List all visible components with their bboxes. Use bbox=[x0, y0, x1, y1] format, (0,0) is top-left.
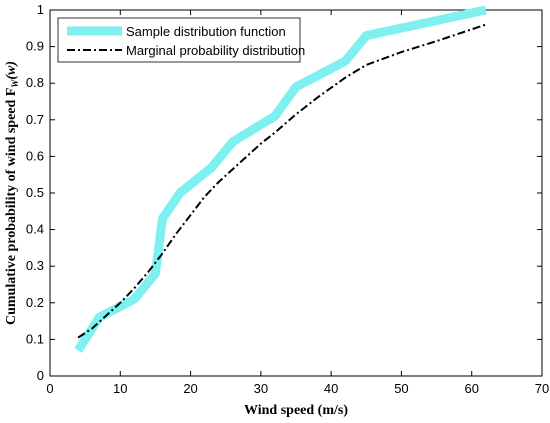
series-marginal-distribution-line bbox=[77, 23, 487, 339]
x-tick-label: 30 bbox=[254, 381, 268, 396]
y-tick-label: 0.8 bbox=[26, 75, 44, 90]
y-axis-title: Cumulative probability of wind speed FW(… bbox=[4, 61, 20, 325]
y-tick-label: 0.9 bbox=[26, 39, 44, 54]
x-axis-ticks: 0 10 20 30 40 50 60 70 bbox=[46, 10, 549, 396]
plot-area bbox=[49, 9, 543, 377]
x-tick-label: 60 bbox=[464, 381, 478, 396]
x-tick-label: 20 bbox=[183, 381, 197, 396]
x-tick-label: 40 bbox=[324, 381, 338, 396]
y-axis-title-main: Cumulative probability of wind speed F bbox=[4, 88, 19, 325]
legend-box bbox=[57, 17, 301, 63]
y-tick-label: 0 bbox=[37, 368, 44, 383]
y-tick-label: 0.7 bbox=[26, 112, 44, 127]
y-axis-title-argument: (w) bbox=[4, 61, 19, 80]
x-tick-label: 50 bbox=[394, 381, 408, 396]
y-tick-label: 0.2 bbox=[26, 295, 44, 310]
x-axis-title: Wind speed (m/s) bbox=[244, 403, 348, 418]
y-tick-label: 0.4 bbox=[26, 222, 44, 237]
legend: Sample distribution function Marginal pr… bbox=[57, 17, 305, 63]
series-layer bbox=[74, 5, 487, 353]
series-sample-distribution-line bbox=[74, 5, 487, 353]
x-tick-label: 0 bbox=[46, 381, 53, 396]
y-axis-title-subscript: W bbox=[10, 79, 20, 88]
y-tick-label: 1 bbox=[37, 2, 44, 17]
x-tick-label: 70 bbox=[535, 381, 549, 396]
y-axis-ticks: 0 0.1 0.2 0.3 0.4 0.5 0.6 0.7 0.8 0.9 1 bbox=[26, 2, 542, 383]
legend-label-sample: Sample distribution function bbox=[126, 24, 286, 39]
y-tick-label: 0.3 bbox=[26, 258, 44, 273]
legend-label-marginal: Marginal probability distribution bbox=[126, 43, 305, 58]
y-tick-label: 0.6 bbox=[26, 148, 44, 163]
x-tick-label: 10 bbox=[113, 381, 127, 396]
y-tick-label: 0.1 bbox=[26, 331, 44, 346]
y-tick-label: 0.5 bbox=[26, 185, 44, 200]
